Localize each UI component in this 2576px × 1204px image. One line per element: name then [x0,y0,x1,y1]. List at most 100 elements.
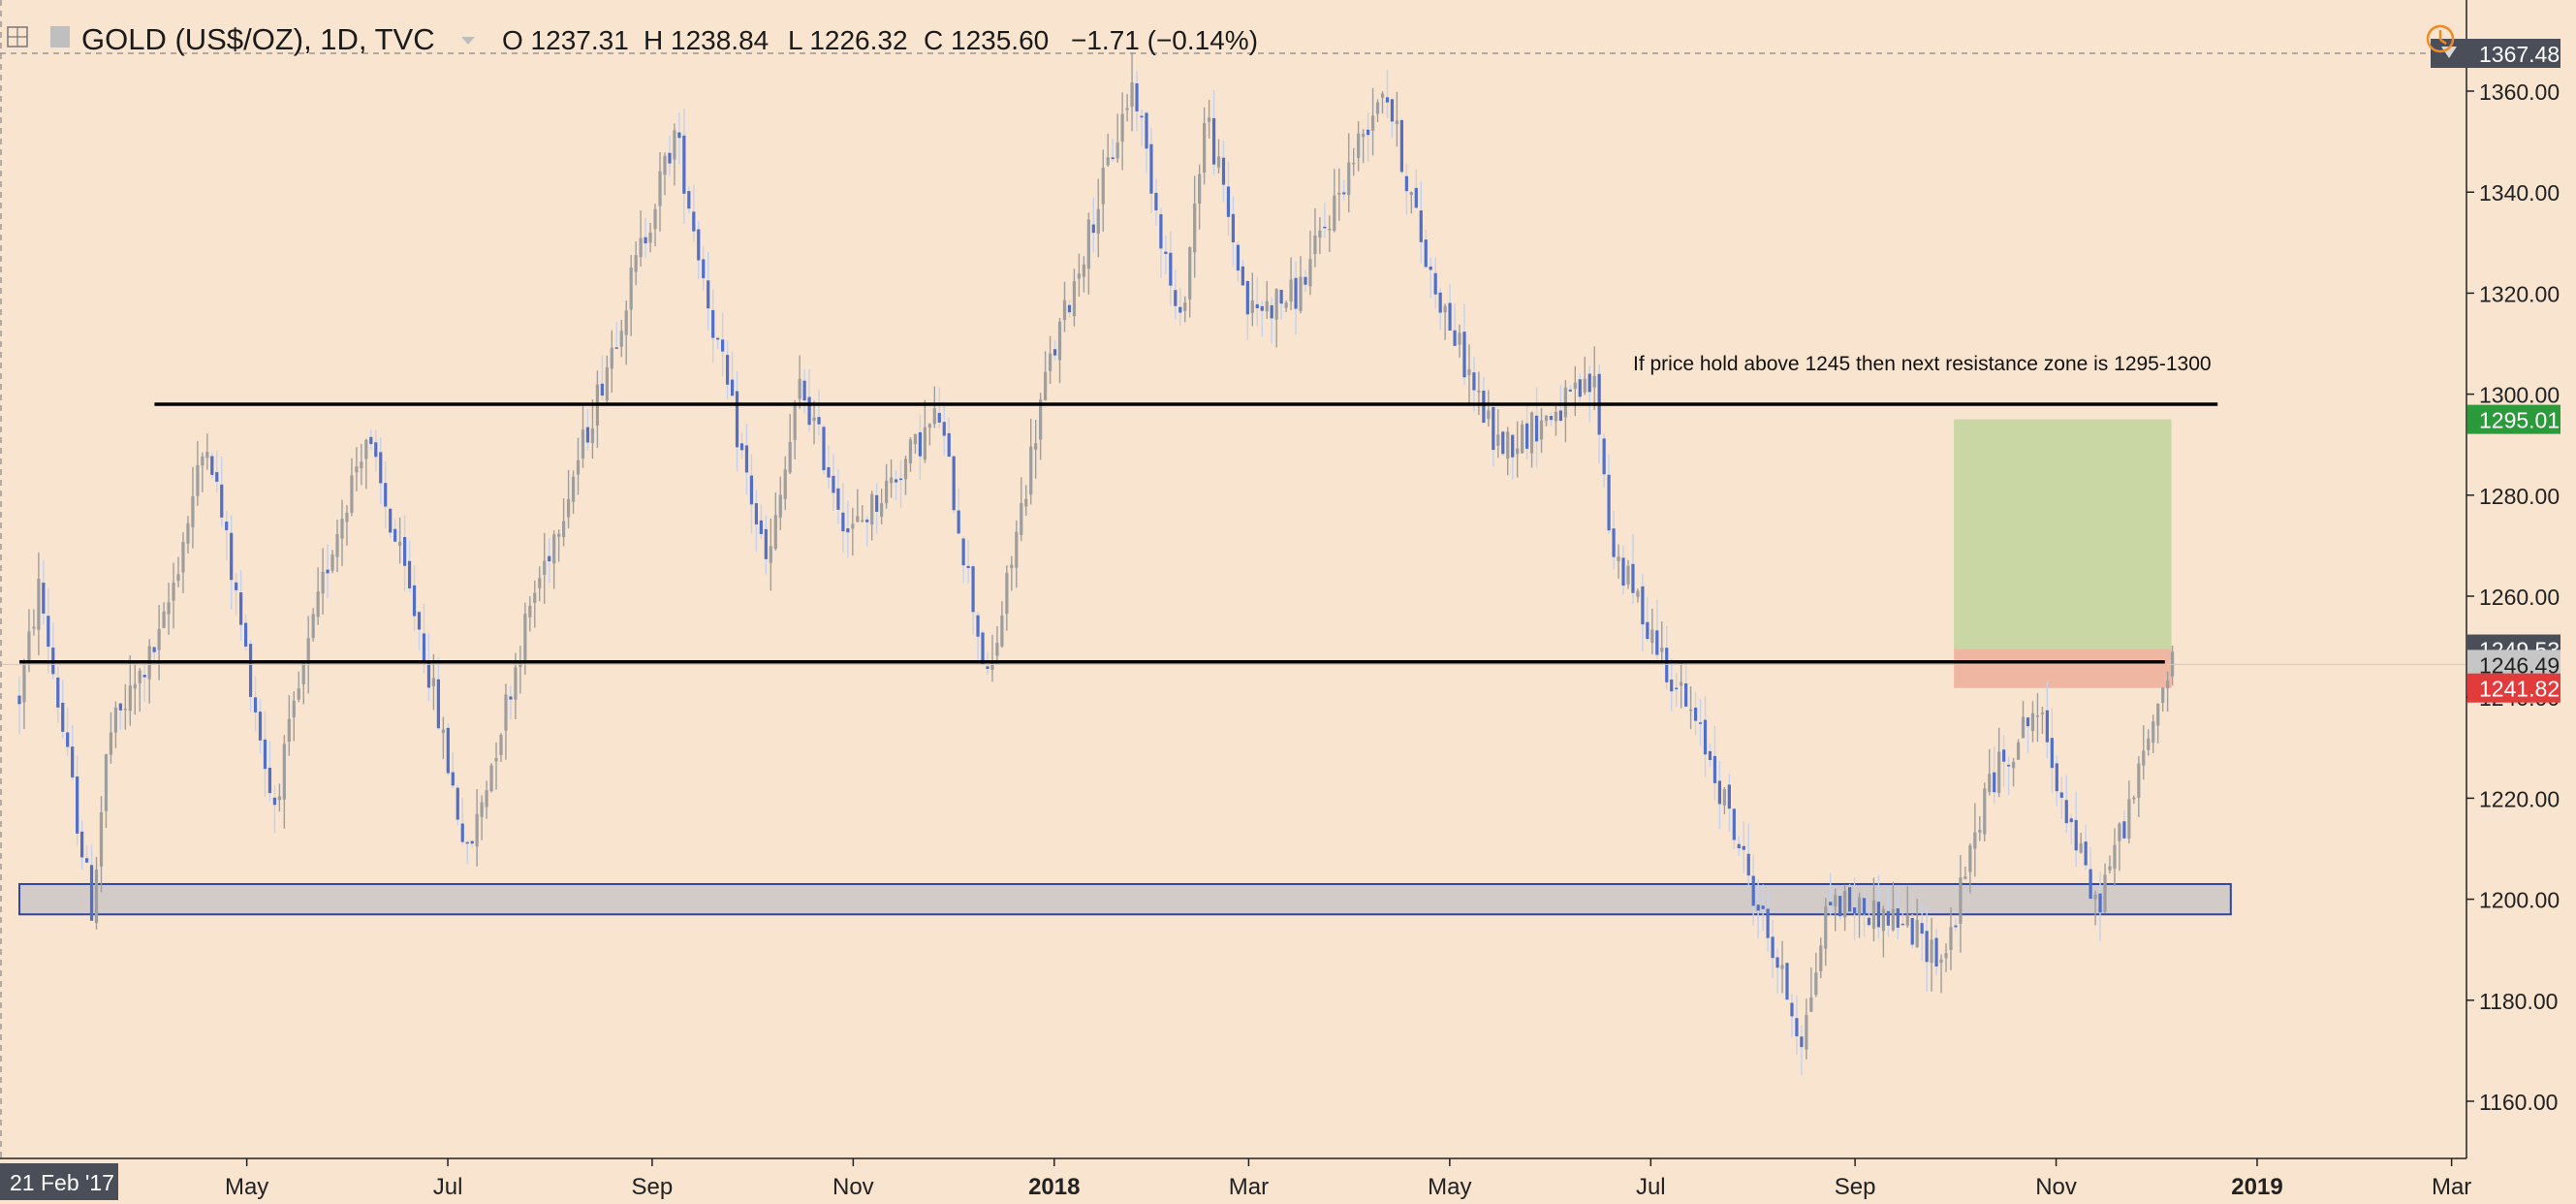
candle-14 [84,844,89,864]
candle-body [2118,823,2121,841]
candle-172 [846,500,850,558]
candle-228 [1115,113,1119,163]
candle-body [263,739,267,770]
alert-clock-icon[interactable] [2426,24,2455,53]
candle-336 [1636,588,1640,603]
candle-body [1708,750,1712,761]
candle-97 [485,780,488,819]
candle-230 [1125,94,1129,122]
candle-225 [1101,149,1105,233]
candle-383 [1862,888,1867,937]
candle-345 [1680,660,1683,709]
candle-278 [1357,120,1361,172]
time-tick-label: Nov [832,1174,874,1200]
candle-40 [210,452,214,479]
candle-body [1414,187,1418,208]
candle-52 [267,741,272,802]
candle-body [1231,213,1236,243]
candle-45 [235,573,238,616]
candle-411 [1997,727,2001,798]
candle-160 [788,414,792,475]
candle-1 [22,658,26,730]
candle-229 [1120,92,1124,171]
candle-74 [374,429,378,472]
candle-body [1809,997,1813,1012]
candle-256 [1250,272,1254,327]
candle-body [528,605,532,618]
candle-body [827,466,831,478]
candle-216 [1057,317,1062,384]
candle-310 [1511,433,1515,480]
candle-body [1944,953,1948,959]
candle-body [1790,1002,1794,1017]
symbol-dropdown-icon[interactable] [461,37,475,45]
candle-body [297,688,300,700]
annotation-text[interactable]: If price hold above 1245 then next resis… [1633,353,2212,375]
candle-204 [1000,601,1004,649]
candle-347 [1688,686,1693,730]
candle-body [1805,1014,1808,1050]
candle-312 [1521,420,1524,454]
candle-333 [1621,545,1625,594]
candle-222 [1086,212,1090,295]
candle-body [403,536,407,566]
candle-body [739,443,744,451]
candle-43 [225,510,229,560]
candle-231 [1130,52,1134,132]
time-tick-label: May [225,1174,268,1200]
candle-body [258,712,263,741]
candle-170 [836,468,840,524]
candle-182 [894,470,898,501]
candle-body [614,347,618,349]
candle-73 [369,429,373,451]
candle-body [1819,945,1823,971]
candle-body [1111,157,1115,160]
candle-149 [735,370,739,471]
candle-body [1525,423,1529,449]
candle-body [1698,722,1703,724]
candle-body [1771,936,1775,959]
candle-164 [807,368,811,432]
candle-body [1920,923,1924,935]
candle-144 [711,289,715,364]
candle-body [1862,898,1867,914]
candle-body [1203,123,1207,173]
time-tick-label: Sep [632,1174,674,1200]
candle-body [1091,224,1095,234]
candle-72 [364,438,368,490]
candle-122 [605,355,609,404]
candle-117 [581,406,585,468]
candle-body [1775,957,1779,968]
candle-body [1135,82,1139,111]
candle-body [1342,192,1346,195]
candle-364 [1771,920,1775,979]
candle-body [590,428,595,444]
stop-zone[interactable] [1954,649,2172,688]
time-tick-label: Jul [433,1174,463,1200]
candle-body [898,478,903,481]
candle-9 [61,680,65,739]
candle-body [460,823,464,842]
symbol-title[interactable]: GOLD (US$/OZ), 1D, TVC [81,22,435,56]
candle-body [1761,905,1765,909]
candle-body [2152,721,2155,744]
support-zone[interactable] [18,882,2232,916]
candle-433 [2103,863,2107,914]
candle-93 [465,840,469,865]
candle-365 [1775,948,1779,995]
candle-body [1385,97,1390,103]
candle-379 [1843,884,1847,932]
candle-body [1438,292,1442,313]
candle-body [773,515,777,549]
candle-63 [321,548,325,615]
candle-346 [1684,662,1688,708]
candle-body [1313,235,1317,255]
candle-205 [1005,565,1009,631]
price-tag-red: 1241.82 [2467,673,2560,703]
candle-body [2055,763,2058,792]
candle-body [990,660,994,670]
candle-body [1477,390,1481,393]
candle-429 [2084,824,2088,871]
target-zone[interactable] [1954,419,2172,650]
